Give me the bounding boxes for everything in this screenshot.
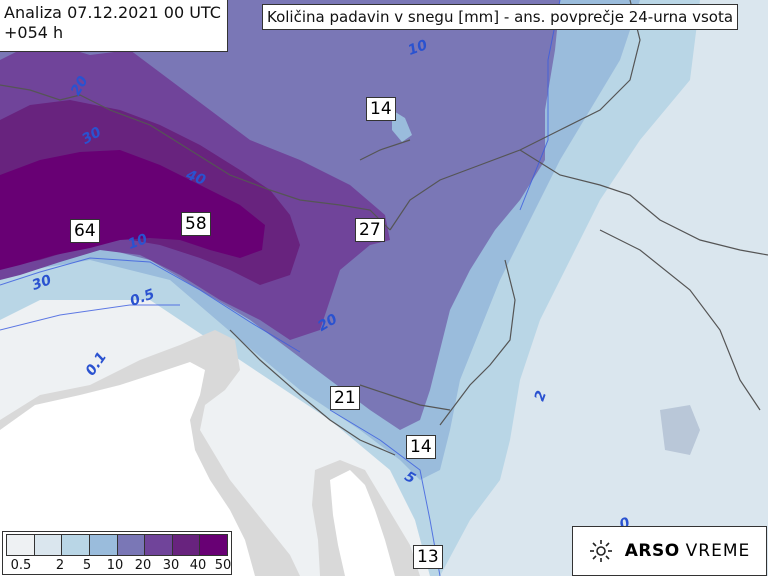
value-box: 27 xyxy=(355,218,385,242)
legend-swatch xyxy=(200,535,227,555)
legend-label: 20 xyxy=(134,558,152,573)
legend-swatch xyxy=(117,535,146,555)
legend-label: 40 xyxy=(189,558,207,573)
legend-label: 30 xyxy=(162,558,180,573)
legend-swatch xyxy=(34,535,63,555)
legend-bar xyxy=(6,534,228,556)
legend-swatch xyxy=(62,535,90,555)
arso-logo[interactable]: ARSO VREME xyxy=(572,526,767,576)
analysis-time: Analiza 07.12.2021 00 UTC xyxy=(4,3,221,22)
land-patch-east xyxy=(660,405,700,455)
sun-icon xyxy=(589,540,612,562)
legend-swatch xyxy=(7,535,35,555)
legend-swatch xyxy=(172,535,201,555)
legend-swatch xyxy=(89,535,118,555)
value-box: 21 xyxy=(330,386,360,410)
map-title: Količina padavin v snegu [mm] - ans. pov… xyxy=(262,4,739,30)
field-50 xyxy=(0,150,265,270)
value-box: 58 xyxy=(181,212,211,236)
field-patch xyxy=(392,110,412,142)
land-island xyxy=(330,470,395,576)
value-box: 14 xyxy=(406,435,436,459)
value-box: 14 xyxy=(366,97,396,121)
legend-label: 0.5 xyxy=(10,558,32,573)
legend-label: 10 xyxy=(106,558,124,573)
logo-sub: VREME xyxy=(685,541,751,561)
land-west xyxy=(0,362,255,576)
color-legend: 0.5 2 5 10 20 30 40 50 xyxy=(2,531,232,575)
legend-swatch xyxy=(145,535,173,555)
logo-brand: ARSO xyxy=(624,541,680,561)
run-info-box: Analiza 07.12.2021 00 UTC +054 h xyxy=(0,0,228,52)
value-box: 64 xyxy=(70,219,100,243)
country-borders xyxy=(0,0,768,456)
legend-label: 2 xyxy=(55,558,65,573)
legend-label: 50 xyxy=(214,558,232,573)
isolines xyxy=(0,0,561,576)
lead-time: +054 h xyxy=(4,23,64,42)
legend-label: 5 xyxy=(82,558,92,573)
value-box: 13 xyxy=(413,545,443,569)
